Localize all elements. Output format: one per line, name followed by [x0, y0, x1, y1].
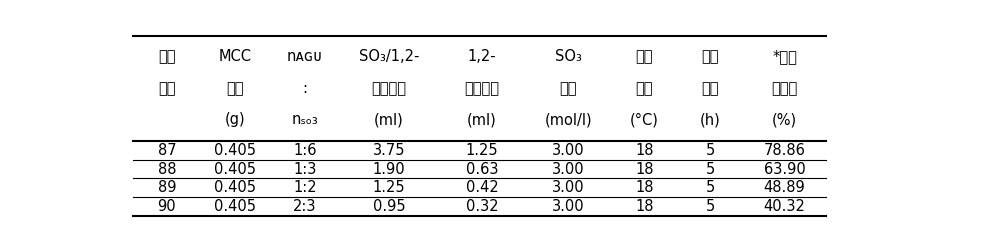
Text: 89: 89 [158, 180, 176, 195]
Text: 63.90: 63.90 [764, 162, 805, 177]
Text: 编号: 编号 [158, 81, 176, 96]
Text: SO₃: SO₃ [555, 49, 582, 64]
Text: 18: 18 [635, 199, 654, 214]
Text: 质量: 质量 [226, 81, 244, 96]
Text: 3.00: 3.00 [552, 180, 585, 195]
Text: (ml): (ml) [374, 113, 404, 127]
Text: nᴀɢᴜ: nᴀɢᴜ [287, 49, 323, 64]
Text: 78.86: 78.86 [764, 143, 805, 158]
Text: :: : [302, 81, 307, 96]
Text: 实验: 实验 [158, 49, 176, 64]
Text: 0.32: 0.32 [466, 199, 498, 214]
Text: 87: 87 [158, 143, 176, 158]
Text: 5: 5 [706, 180, 715, 195]
Text: MCC: MCC [219, 49, 252, 64]
Text: 转化率: 转化率 [771, 81, 798, 96]
Text: 二氯乙烷: 二氯乙烷 [371, 81, 406, 96]
Text: (%): (%) [772, 113, 797, 127]
Text: (°C): (°C) [630, 113, 659, 127]
Text: (ml): (ml) [467, 113, 497, 127]
Text: 反应: 反应 [636, 49, 653, 64]
Text: 1.25: 1.25 [373, 180, 405, 195]
Text: SO₃/1,2-: SO₃/1,2- [359, 49, 419, 64]
Text: 3.00: 3.00 [552, 199, 585, 214]
Text: 3.00: 3.00 [552, 143, 585, 158]
Text: 1:2: 1:2 [293, 180, 317, 195]
Text: 0.405: 0.405 [214, 143, 256, 158]
Text: 40.32: 40.32 [764, 199, 805, 214]
Text: (g): (g) [225, 113, 245, 127]
Text: 浓度: 浓度 [560, 81, 577, 96]
Text: 3.00: 3.00 [552, 162, 585, 177]
Text: (mol/l): (mol/l) [544, 113, 592, 127]
Text: 1,2-: 1,2- [468, 49, 496, 64]
Text: 0.63: 0.63 [466, 162, 498, 177]
Text: 反应: 反应 [701, 49, 719, 64]
Text: 5: 5 [706, 162, 715, 177]
Text: 0.405: 0.405 [214, 162, 256, 177]
Text: 时间: 时间 [701, 81, 719, 96]
Text: 1.90: 1.90 [373, 162, 405, 177]
Text: 0.405: 0.405 [214, 199, 256, 214]
Text: 5: 5 [706, 143, 715, 158]
Text: 48.89: 48.89 [764, 180, 805, 195]
Text: 1:6: 1:6 [293, 143, 317, 158]
Text: 1:3: 1:3 [293, 162, 316, 177]
Text: nₛₒ₃: nₛₒ₃ [291, 113, 318, 127]
Text: 0.405: 0.405 [214, 180, 256, 195]
Text: 1.25: 1.25 [466, 143, 498, 158]
Text: 90: 90 [158, 199, 176, 214]
Text: 5: 5 [706, 199, 715, 214]
Text: 3.75: 3.75 [373, 143, 405, 158]
Text: 88: 88 [158, 162, 176, 177]
Text: 2:3: 2:3 [293, 199, 317, 214]
Text: 0.42: 0.42 [466, 180, 498, 195]
Text: 18: 18 [635, 162, 654, 177]
Text: 18: 18 [635, 180, 654, 195]
Text: 18: 18 [635, 143, 654, 158]
Text: 二氯乙烷: 二氯乙烷 [464, 81, 499, 96]
Text: 温度: 温度 [636, 81, 653, 96]
Text: 0.95: 0.95 [373, 199, 405, 214]
Text: *纤维: *纤维 [772, 49, 797, 64]
Text: (h): (h) [700, 113, 720, 127]
